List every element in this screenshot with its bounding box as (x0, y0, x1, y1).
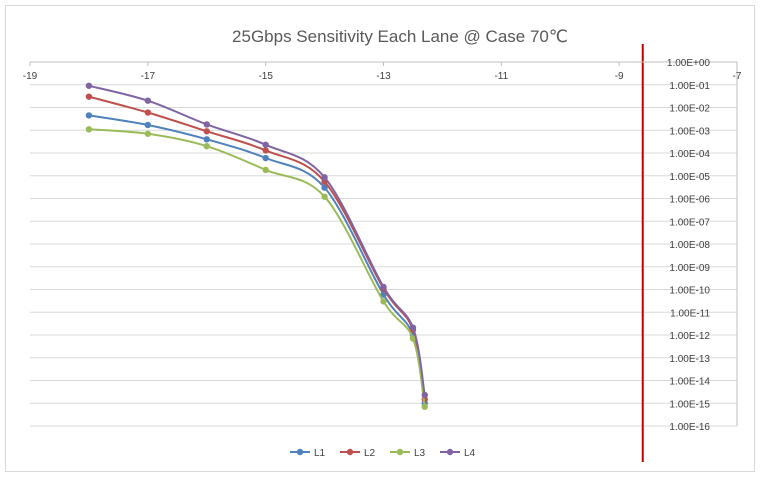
y-tick-label: 1.00E-03 (669, 126, 710, 137)
y-tick-label: 1.00E-05 (669, 172, 710, 183)
data-point (203, 121, 210, 128)
legend: L1 L2 L3 L4 (290, 448, 476, 459)
data-point (85, 93, 93, 100)
legend-label: L1 (314, 448, 326, 459)
data-point (321, 174, 328, 181)
y-tick-label: 1.00E-11 (670, 308, 710, 319)
y-tick-label: 1.00E-12 (669, 331, 710, 342)
y-tick-label: 1.00E-07 (669, 217, 710, 228)
data-point (321, 184, 328, 191)
legend-item-l4: L4 (440, 448, 476, 459)
data-point (85, 112, 93, 119)
data-point (144, 97, 152, 104)
x-tick-label: -19 (23, 71, 38, 82)
series-l3 (85, 126, 428, 410)
data-point (262, 141, 269, 148)
x-tick-label: -7 (733, 71, 742, 82)
data-point (144, 121, 152, 129)
data-point (321, 193, 328, 200)
data-point (262, 147, 269, 154)
legend-label: L2 (364, 448, 376, 459)
y-tick-label: 1.00E-16 (669, 422, 710, 433)
y-tick-label: 1.00E-02 (669, 104, 710, 115)
x-tick-label: -17 (141, 71, 156, 82)
legend-swatch-marker (396, 448, 404, 456)
y-tick-label: 1.00E-13 (669, 354, 710, 365)
series-group (85, 82, 428, 410)
legend-item-l2: L2 (340, 448, 376, 459)
y-tick-label: 1.00E-15 (669, 399, 710, 410)
legend-item-l3: L3 (390, 448, 426, 459)
series-line-l3 (88, 128, 426, 407)
legend-label: L4 (464, 448, 476, 459)
y-tick-label: 1.00E+00 (667, 58, 711, 69)
y-tick-label: 1.00E-01 (669, 81, 710, 92)
x-tick-label: -15 (258, 71, 273, 82)
chart-title: 25Gbps Sensitivity Each Lane @ Case 70℃ (232, 27, 568, 46)
legend-item-l1: L1 (290, 448, 326, 459)
data-point (262, 166, 269, 174)
data-point (421, 403, 428, 410)
data-point (203, 136, 210, 143)
data-point (144, 130, 152, 137)
x-tick-label: -9 (615, 71, 624, 82)
data-point (262, 154, 269, 162)
data-point (380, 298, 387, 305)
legend-swatch-marker (346, 448, 354, 456)
data-point (203, 142, 210, 150)
data-point (409, 324, 417, 331)
series-line-l4 (88, 84, 426, 396)
chart-border (5, 5, 755, 472)
x-tick-label: -11 (494, 71, 508, 82)
data-point (380, 283, 387, 291)
data-point (421, 391, 428, 399)
y-tick-label: 1.00E-08 (669, 240, 710, 251)
data-point (409, 335, 417, 342)
data-point (85, 82, 93, 89)
data-point (85, 126, 93, 133)
data-point (203, 128, 210, 135)
y-tick-label: 1.00E-09 (669, 263, 710, 274)
y-tick-label: 1.00E-04 (669, 149, 710, 160)
legend-swatch-marker (296, 448, 304, 456)
legend-swatch-marker (446, 448, 454, 456)
axes: -19 -17 -15 -13 -11 -9 -7 1.00E+00 1.00E-01 1.00E… (23, 58, 742, 433)
legend-label: L3 (414, 448, 426, 459)
data-point (144, 109, 152, 116)
y-tick-label: 1.00E-14 (669, 377, 710, 388)
x-tick-label: -13 (376, 71, 391, 82)
series-l4 (85, 82, 428, 399)
y-tick-label: 1.00E-06 (669, 195, 710, 206)
y-tick-label: 1.00E-10 (669, 286, 710, 297)
